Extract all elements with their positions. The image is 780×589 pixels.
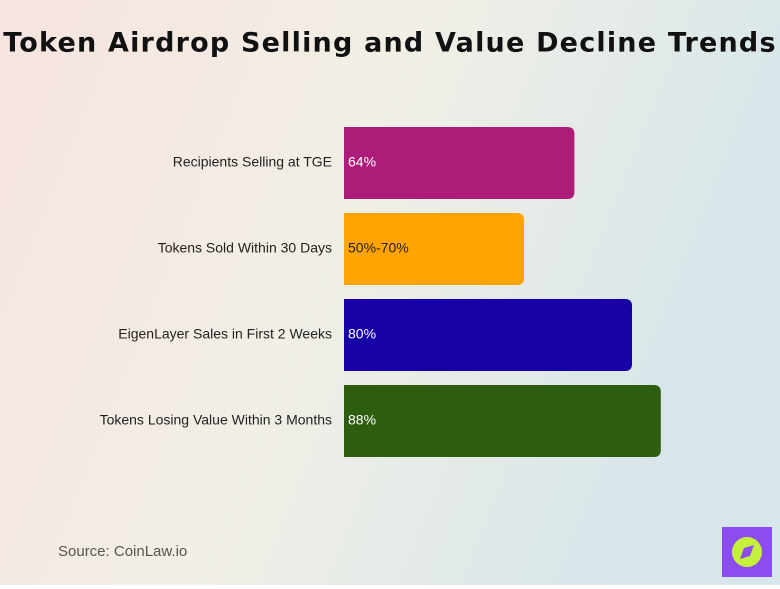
category-label: Tokens Losing Value Within 3 Months — [100, 412, 332, 428]
bar — [344, 299, 632, 371]
chart-title: Token Airdrop Selling and Value Decline … — [3, 28, 776, 59]
category-label: Tokens Sold Within 30 Days — [158, 240, 332, 256]
bar — [344, 213, 524, 285]
bar — [344, 127, 575, 199]
value-label: 88% — [348, 412, 376, 428]
category-label: EigenLayer Sales in First 2 Weeks — [118, 326, 332, 342]
logo-needle — [740, 545, 754, 559]
category-label: Recipients Selling at TGE — [173, 154, 332, 170]
value-label: 80% — [348, 326, 376, 342]
logo — [722, 527, 772, 577]
value-label: 64% — [348, 154, 376, 170]
bar — [344, 385, 661, 457]
value-label: 50%-70% — [348, 240, 409, 256]
source: Source: CoinLaw.io — [58, 543, 187, 560]
